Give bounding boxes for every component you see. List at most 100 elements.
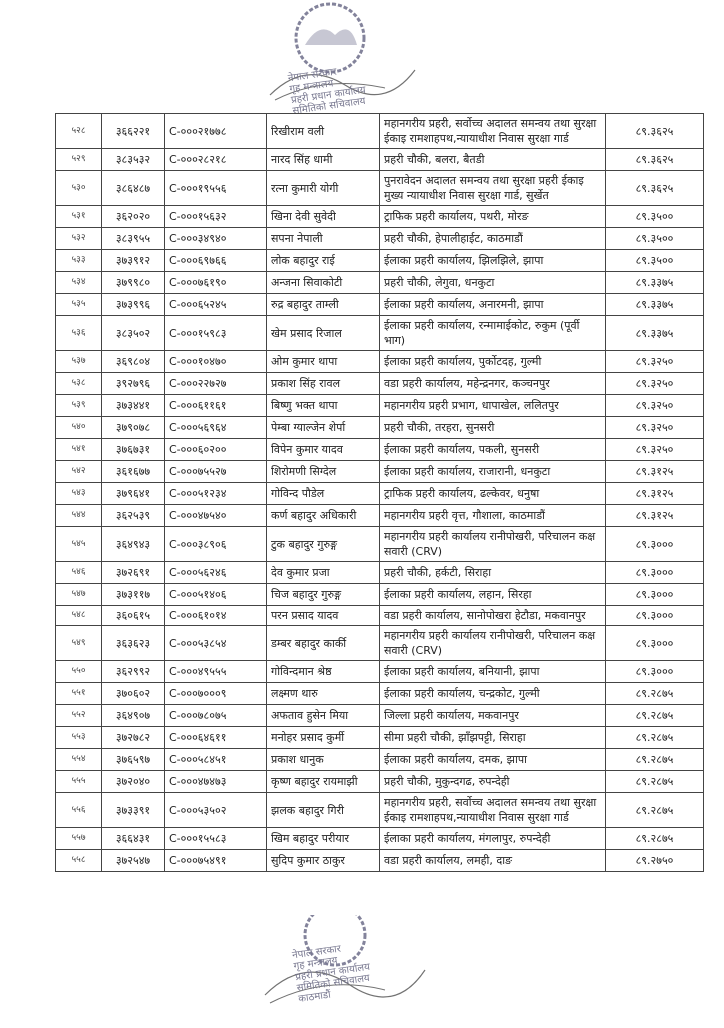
cell-office: प्रहरी चौकी, मुकुन्दगढ, रुपन्देही [379,770,606,793]
table-row: ५३२ ३८३९५५ C-०००३४९४० सपना नेपाली प्रहरी चौक… [55,227,704,250]
cell-office: प्रहरी चौकी, हेपालीहाईट, काठमाडौं [379,227,606,250]
cell-office: महानगरीय प्रहरी, सर्वोच्च अदालत समन्वय त… [379,113,606,149]
cell-code: C-०००७०००९ [164,682,267,705]
cell-score: ८९.२७५० [605,849,704,872]
cell-office: महानगरीय प्रहरी वृत्त, गौशाला, काठमाडौं [379,504,606,527]
cell-name: रुद्र बहादुर ताम्ली [266,293,380,316]
cell-roll: ३८३९५५ [101,227,165,250]
cell-score: ८९.२८७५ [605,770,704,793]
cell-roll: ३६४९४३ [101,526,165,562]
cell-office: पुनरावेदन अदालत समन्वय तथा सुरक्षा प्रहर… [379,170,606,206]
table-row: ५४८ ३६०६१५ C-०००६१०१४ परन प्रसाद यादव वडा प्… [55,605,704,626]
cell-roll: ३७३९१२ [101,249,165,272]
cell-sn: ५५२ [55,704,102,727]
cell-office: महानगरीय प्रहरी कार्यालय रानीपोखरी, परिच… [379,526,606,562]
cell-name: झलक बहादुर गिरी [266,792,380,828]
cell-code: C-०००६१०१४ [164,605,267,626]
cell-name: लोक बहादुर राई [266,249,380,272]
cell-score: ८९.३१२५ [605,460,704,483]
cell-roll: ३७३९९६ [101,293,165,316]
cell-score: ८९.३५०० [605,249,704,272]
cell-name: कर्ण बहादुर अधिकारी [266,504,380,527]
cell-name: डम्बर बहादुर कार्की [266,625,380,661]
cell-roll: ३६२९९२ [101,660,165,683]
cell-score: ८९.३००० [605,625,704,661]
cell-code: C-०००२८२१८ [164,148,267,171]
cell-office: ईलाका प्रहरी कार्यालय, बनियानी, झापा [379,660,606,683]
cell-name: अन्जना सिवाकोटी [266,271,380,294]
table-row: ५५६ ३७३३९१ C-०००५३५०२ झलक बहादुर गिरी महानगर… [55,792,704,828]
cell-code: C-०००६४६११ [164,726,267,749]
table-row: ५३८ ३९२७९६ C-०००२२७२७ प्रकाश सिंह रावल वडा प… [55,372,704,395]
emblem-icon [269,2,416,101]
cell-office: ईलाका प्रहरी कार्यालय, पकली, सुनसरी [379,438,606,461]
table-row: ५५१ ३७०६०२ C-०००७०००९ लक्ष्मण थारु ईलाका प्र… [55,682,704,705]
cell-code: C-०००५१२३४ [164,482,267,505]
cell-name: रत्ना कुमारी योगी [266,170,380,206]
table-row: ५२९ ३८३५३२ C-०००२८२१८ नारद सिंह धामी प्रहरी … [55,148,704,171]
cell-sn: ५३३ [55,249,102,272]
cell-score: ८९.३१२५ [605,504,704,527]
cell-sn: ५४० [55,416,102,439]
cell-sn: ५२८ [55,113,102,149]
cell-office: सीमा प्रहरी चौकी, झाँझपट्टी, सिराहा [379,726,606,749]
cell-name: अफताव हुसेन मिया [266,704,380,727]
cell-sn: ५३६ [55,315,102,351]
cell-office: वडा प्रहरी कार्यालय, लमही, दाङ [379,849,606,872]
cell-sn: ५३९ [55,394,102,417]
cell-sn: ५४८ [55,605,102,626]
cell-roll: ३७२७८२ [101,726,165,749]
cell-sn: ५४३ [55,482,102,505]
cell-roll: ३७०६०२ [101,682,165,705]
cell-name: लक्ष्मण थारु [266,682,380,705]
cell-score: ८९.३३७५ [605,271,704,294]
cell-sn: ५३८ [55,372,102,395]
cell-score: ८९.३६२५ [605,148,704,171]
cell-score: ८९.३००० [605,526,704,562]
table-row: ५३९ ३७३४४१ C-०००६११६१ बिष्णु भक्त थापा महानग… [55,394,704,417]
cell-office: प्रहरी चौकी, हर्कटी, सिराहा [379,561,606,584]
cell-sn: ५४४ [55,504,102,527]
table-row: ५३४ ३७९९८० C-०००७६१९० अन्जना सिवाकोटी प्रहरी… [55,271,704,294]
official-stamp-top: नेपाल सरकार गृह मन्त्रालय प्रहरी प्रधान … [265,0,465,117]
cell-name: विपेन कुमार यादव [266,438,380,461]
cell-roll: ३६१६७७ [101,460,165,483]
cell-sn: ५४६ [55,561,102,584]
cell-office: ट्राफिक प्रहरी कार्यालय, ढल्केवर, धनुषा [379,482,606,505]
cell-roll: ३७६५९७ [101,748,165,771]
cell-sn: ५३० [55,170,102,206]
cell-roll: ३७३११७ [101,583,165,606]
cell-roll: ३६३६२३ [101,625,165,661]
table-row: ५५२ ३६४९०७ C-०००७८०७५ अफताव हुसेन मिया जिल्ल… [55,704,704,727]
cell-name: चिज बहादुर गुरुङ्ग [266,583,380,606]
official-stamp-bottom: नेपाल सरकार गृह मन्त्रालय प्रहरी प्रधान … [255,903,465,1024]
cell-roll: ३७९६४१ [101,482,165,505]
cell-roll: ३६२५३९ [101,504,165,527]
cell-sn: ५४७ [55,583,102,606]
cell-name: कृष्ण बहादुर रायमाझी [266,770,380,793]
table-row: ५३७ ३६९८०४ C-०००१०४७० ओम कुमार थापा ईलाका प्… [55,350,704,373]
table-row: ५४७ ३७३११७ C-०००५१४०६ चिज बहादुर गुरुङ्ग ईला… [55,583,704,606]
cell-roll: ३९२७९६ [101,372,165,395]
cell-name: देव कुमार प्रजा [266,561,380,584]
cell-code: C-०००२१७७८ [164,113,267,149]
cell-score: ८९.३२५० [605,350,704,373]
cell-score: ८९.३२५० [605,372,704,395]
cell-code: C-०००३४९४० [164,227,267,250]
cell-office: महानगरीय प्रहरी कार्यालय रानीपोखरी, परिच… [379,625,606,661]
cell-office: ईलाका प्रहरी कार्यालय, रन्मामाईकोट, रुकु… [379,315,606,351]
cell-code: C-०००१९५५६ [164,170,267,206]
cell-office: प्रहरी चौकी, लेगुवा, धनकुटा [379,271,606,294]
cell-office: ट्राफिक प्रहरी कार्यालय, पथरी, मोरङ [379,205,606,228]
cell-office: महानगरीय प्रहरी, सर्वोच्च अदालत समन्वय त… [379,792,606,828]
table-row: ५५७ ३६६४३१ C-०००१५५८३ खिम बहादुर परीयार ईलाक… [55,827,704,850]
cell-sn: ५४२ [55,460,102,483]
cell-name: परन प्रसाद यादव [266,605,380,626]
cell-sn: ५५० [55,660,102,683]
cell-name: टुक बहादुर गुरुङ्ग [266,526,380,562]
cell-sn: ५५६ [55,792,102,828]
cell-score: ८९.३६२५ [605,170,704,206]
cell-sn: ५३७ [55,350,102,373]
cell-roll: ३७३४४१ [101,394,165,417]
table-row: ५५५ ३७२०४० C-०००४७४७३ कृष्ण बहादुर रायमाझी प… [55,770,704,793]
